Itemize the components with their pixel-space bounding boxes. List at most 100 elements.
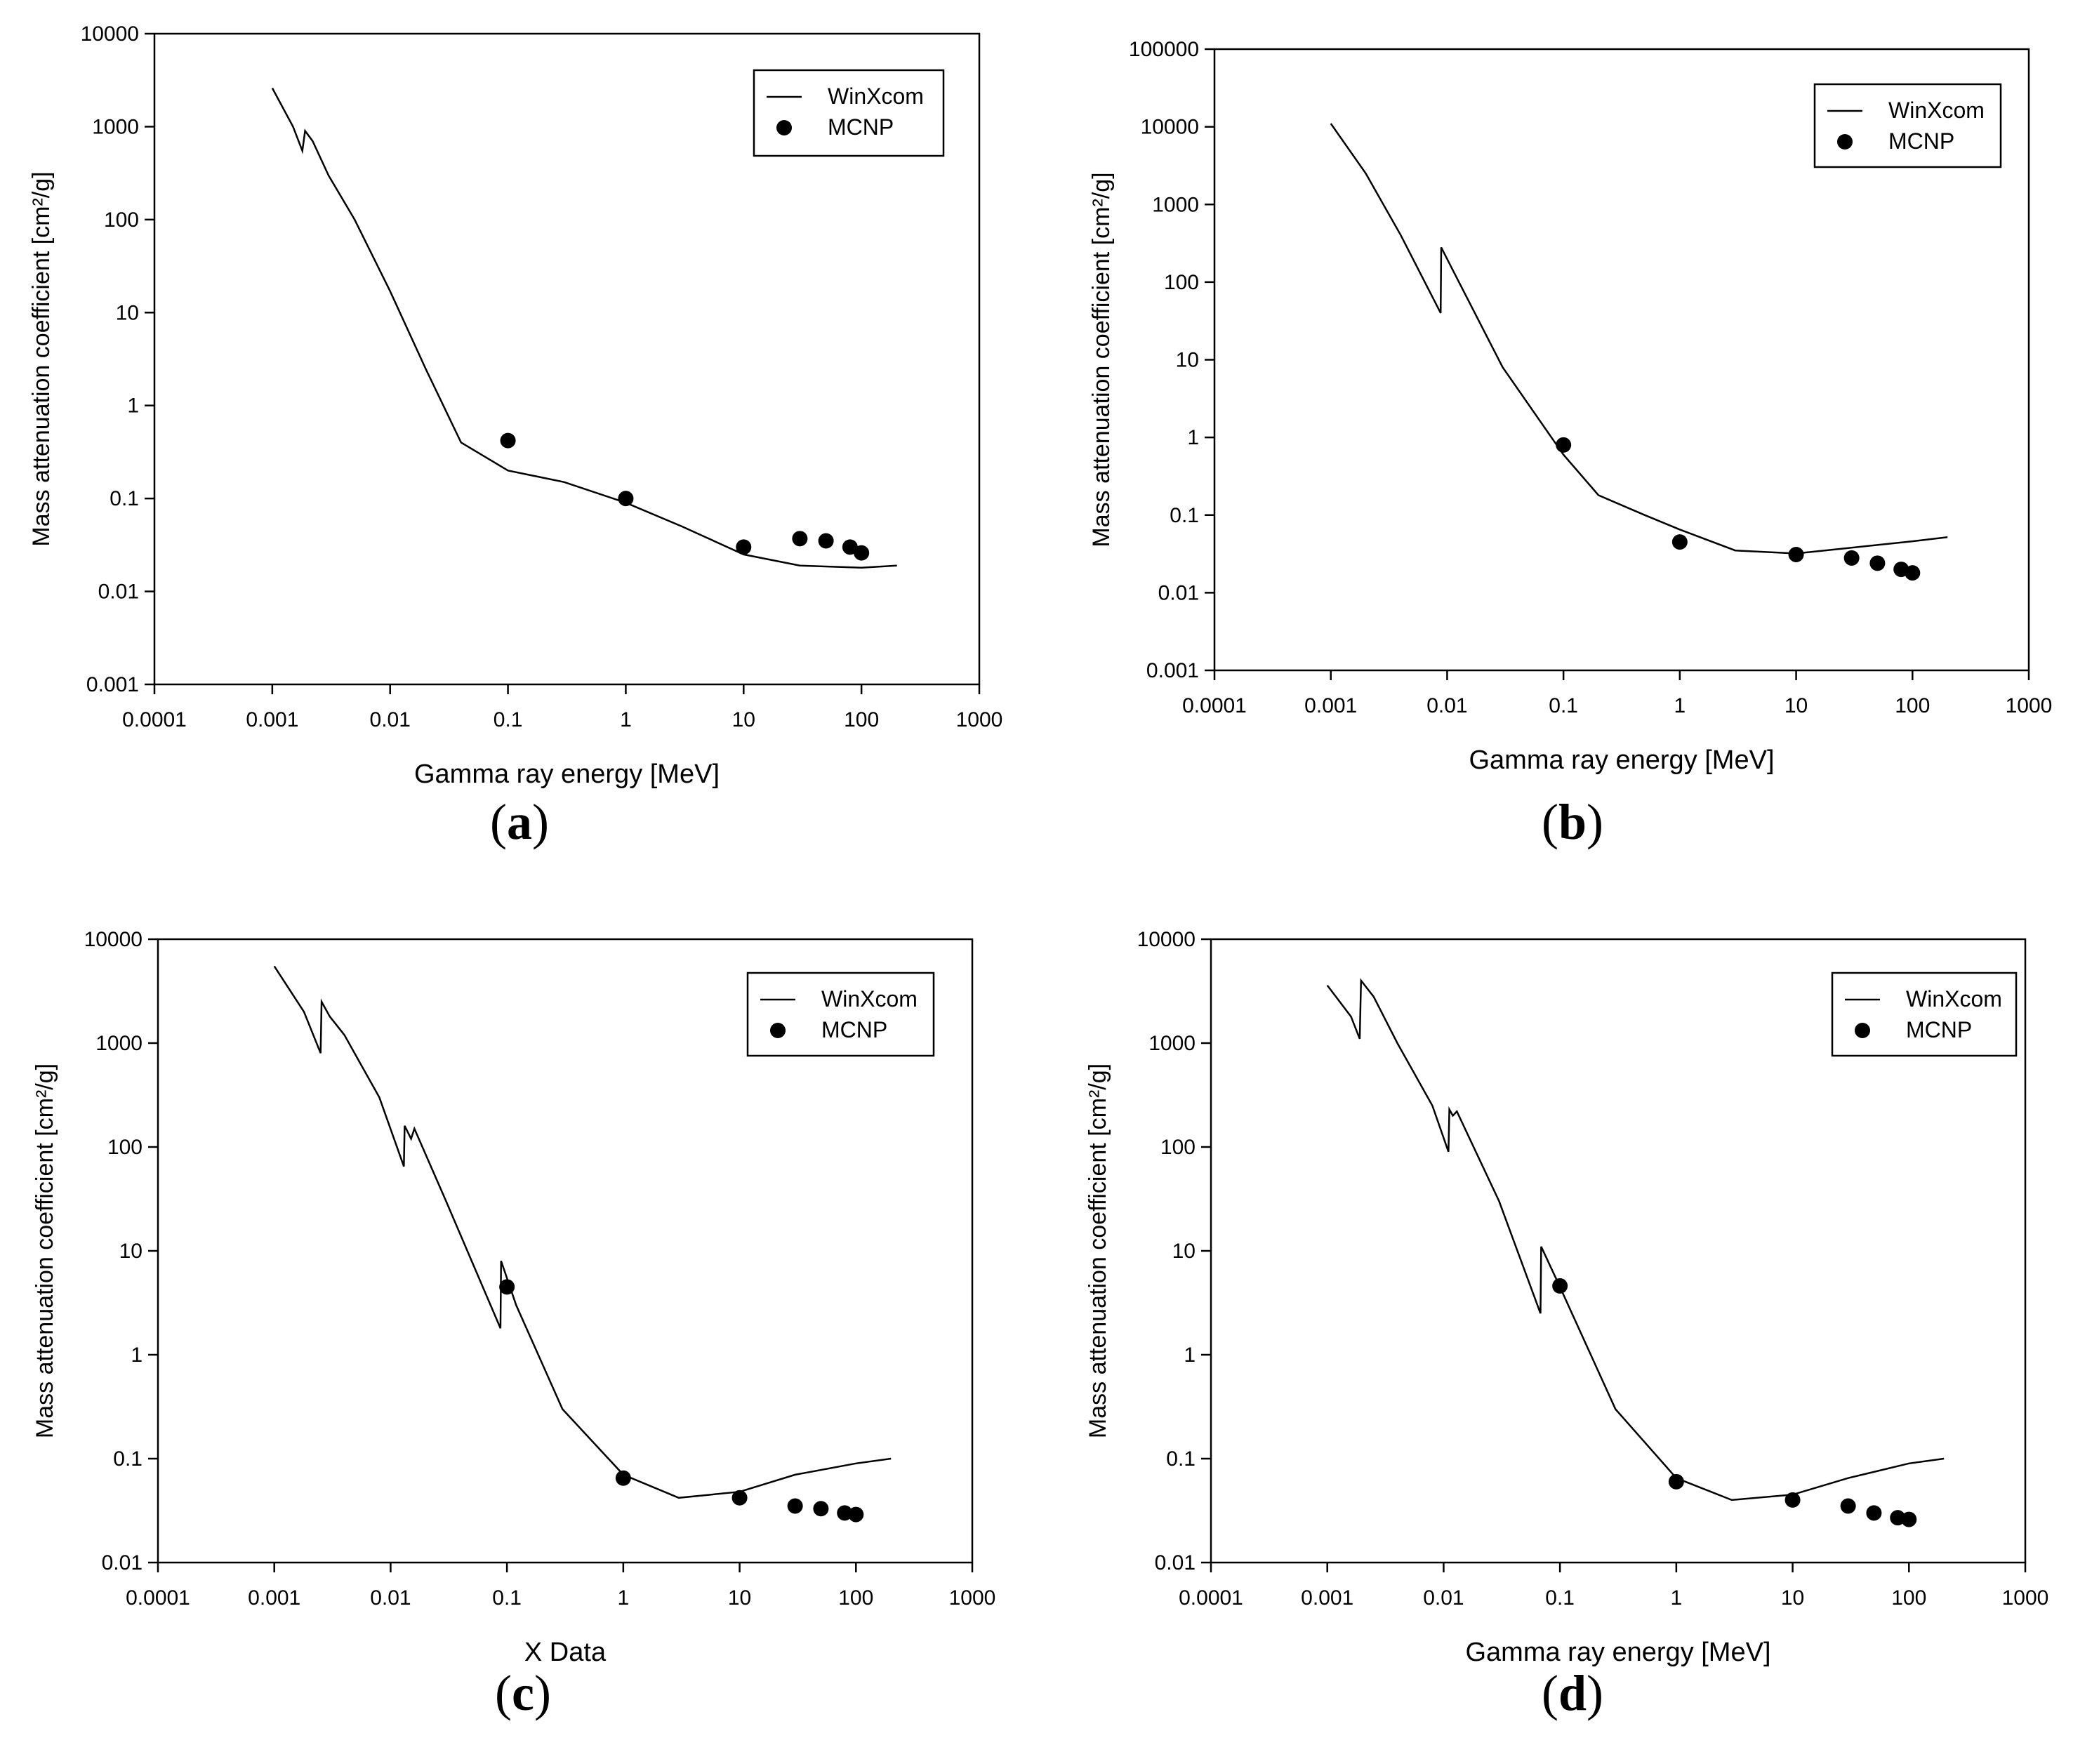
x-tick-label: 1	[618, 1586, 630, 1610]
x-tick-label: 0.01	[1426, 694, 1467, 717]
y-tick-label: 10000	[1141, 116, 1199, 139]
data-point-mcnp	[818, 533, 834, 549]
y-tick-label: 0.01	[98, 581, 139, 604]
data-point-mcnp	[787, 1498, 803, 1514]
data-point-mcnp	[792, 531, 808, 547]
y-tick-label: 10000	[1137, 928, 1196, 951]
y-tick-label: 1	[1187, 426, 1199, 449]
y-axis-label: Mass attenuation coefficient [cm²/g]	[28, 171, 55, 546]
y-tick-label: 0.1	[1166, 1447, 1196, 1471]
panel-caption: (d)	[1542, 1665, 1603, 1721]
y-tick-label: 1	[127, 394, 139, 418]
y-tick-label: 100000	[1129, 38, 1199, 61]
x-tick-label: 100	[838, 1586, 873, 1610]
x-tick-label: 10	[1781, 1586, 1804, 1610]
y-tick-label: 1000	[1152, 193, 1199, 216]
y-tick-label: 0.001	[86, 673, 139, 696]
y-tick-label: 10000	[84, 928, 143, 951]
data-point-mcnp	[615, 1470, 631, 1486]
y-tick-label: 1000	[95, 1032, 143, 1055]
y-tick-label: 0.1	[110, 487, 139, 510]
y-tick-label: 10	[119, 1240, 143, 1263]
legend-label: WinXcom	[1906, 986, 2002, 1012]
panel-caption-letter: b	[1558, 794, 1587, 850]
data-point-mcnp	[848, 1506, 864, 1523]
data-point-mcnp	[1840, 1498, 1856, 1514]
x-axis-label: Gamma ray energy [MeV]	[414, 760, 720, 789]
legend-label: MCNP	[1906, 1017, 1972, 1042]
x-tick-label: 0.1	[492, 1586, 522, 1610]
legend-label: WinXcom	[821, 986, 918, 1012]
x-axis-label: X Data	[524, 1638, 607, 1667]
x-tick-label: 100	[1895, 694, 1930, 717]
y-tick-label: 1000	[92, 115, 139, 138]
data-point-mcnp	[1843, 550, 1860, 566]
y-tick-label: 0.01	[1158, 581, 1199, 604]
x-tick-label: 100	[844, 708, 879, 731]
y-tick-label: 100	[1164, 271, 1199, 294]
data-point-mcnp	[1785, 1492, 1801, 1508]
legend-box	[1831, 971, 2018, 1057]
data-point-mcnp	[1905, 565, 1921, 581]
panel-d: 0.0001 0.001 0.01 0.1 1 10 100 1000 0.01 0.1 1 10 10…	[1050, 882, 2099, 1763]
y-tick-label: 100	[107, 1136, 143, 1159]
legend-label: MCNP	[1888, 128, 1954, 154]
x-tick-label: 0.0001	[122, 708, 187, 731]
x-tick-label: 10	[728, 1586, 751, 1610]
x-axis-label: Gamma ray energy [MeV]	[1469, 745, 1774, 775]
legend-marker-swatch	[776, 120, 792, 135]
data-point-mcnp	[1552, 1278, 1568, 1294]
x-tick-label: 0.1	[1545, 1586, 1575, 1610]
x-tick-label: 100	[1891, 1586, 1926, 1610]
x-tick-label: 1	[620, 708, 632, 731]
data-point-mcnp	[618, 491, 634, 507]
y-tick-label: 0.01	[1155, 1551, 1196, 1574]
y-tick-label: 100	[104, 208, 139, 232]
x-tick-label: 0.01	[1423, 1586, 1464, 1610]
x-tick-label: 1000	[949, 1586, 996, 1610]
y-tick-label: 1	[1184, 1344, 1196, 1367]
x-tick-label: 0.0001	[1179, 1586, 1243, 1610]
data-point-mcnp	[837, 1505, 853, 1521]
y-axis-label: Mass attenuation coefficient [cm²/g]	[1088, 172, 1115, 547]
plot-frame	[153, 32, 981, 686]
x-tick-label: 1	[1671, 1586, 1683, 1610]
y-tick-label: 1	[131, 1344, 143, 1367]
panel-a: 0.0001 0.001 0.01 0.1 1 10 100 1000 0.001 0.01 0.1…	[0, 0, 1050, 882]
chart-b: 0.0001 0.001 0.01 0.1 1 10 100 1000 0.001 0.01 0.1…	[1088, 38, 2053, 850]
x-tick-label: 1000	[2002, 1586, 2049, 1610]
data-point-mcnp	[842, 539, 858, 555]
chart-c: 0.0001 0.001 0.01 0.1 1 10 100 1000 0.01 0.1 1 10 10…	[32, 928, 996, 1721]
x-tick-label: 1000	[2006, 694, 2053, 717]
data-point-mcnp	[1668, 1473, 1684, 1490]
legend-box	[1813, 83, 2002, 168]
series-line-winxcom	[271, 87, 897, 569]
data-point-mcnp	[813, 1501, 829, 1517]
legend-label: MCNP	[828, 114, 894, 140]
data-point-mcnp	[1869, 555, 1886, 571]
data-point-mcnp	[731, 1490, 748, 1506]
y-tick-label: 10	[1172, 1240, 1196, 1263]
y-tick-label: 10000	[81, 22, 139, 46]
panel-caption-letter: a	[507, 794, 532, 850]
y-axis-label: Mass attenuation coefficient [cm²/g]	[1085, 1063, 1111, 1438]
legend-marker-swatch	[1855, 1023, 1870, 1038]
x-tick-label: 0.01	[370, 708, 411, 731]
data-point-mcnp	[736, 539, 752, 555]
x-tick-label: 1000	[956, 708, 1003, 731]
legend-marker-swatch	[770, 1023, 786, 1038]
y-tick-label: 100	[1160, 1136, 1196, 1159]
legend-label: MCNP	[821, 1017, 887, 1042]
data-point-mcnp	[1901, 1511, 1917, 1527]
x-tick-label: 0.1	[1549, 694, 1578, 717]
y-tick-label: 1000	[1148, 1032, 1196, 1055]
y-tick-label: 0.01	[102, 1551, 143, 1574]
legend-box	[753, 69, 945, 157]
panel-caption: (c)	[495, 1665, 551, 1721]
x-tick-label: 0.01	[370, 1586, 411, 1610]
data-point-mcnp	[499, 1279, 515, 1295]
data-point-mcnp	[1788, 547, 1804, 563]
x-tick-label: 0.001	[248, 1586, 300, 1610]
data-point-mcnp	[500, 432, 516, 449]
y-axis-label: Mass attenuation coefficient [cm²/g]	[32, 1063, 58, 1438]
